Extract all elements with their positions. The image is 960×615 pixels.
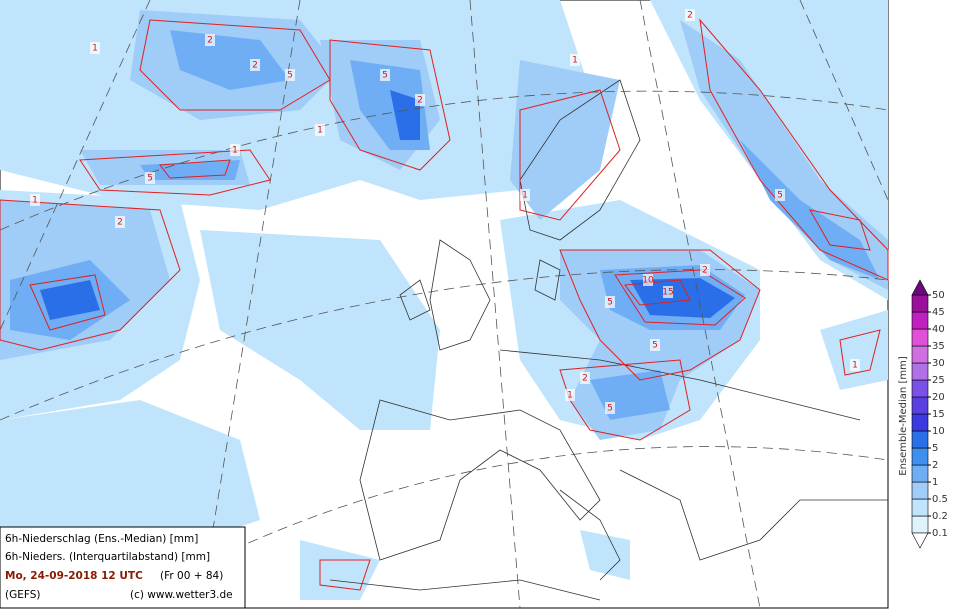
colorbar: Ensemble-Median [mm] 0.10.20.51251015202… [898,279,948,549]
info-line: 6h-Niederschlag (Ens.-Median) [mm] [5,533,198,545]
contour-label: 2 [417,96,423,106]
contour-label: 5 [777,191,783,201]
colorbar-label: 25 [932,375,945,386]
colorbar-over [911,279,929,296]
label-bg [205,34,215,46]
label-bg [850,359,860,371]
colorbar-label: 2 [932,460,938,471]
contour-label: 5 [382,71,388,81]
colorbar-label: 5 [932,443,938,454]
colorbar-label: 0.1 [932,528,948,539]
label-bg [285,69,295,81]
label-bg [30,194,40,206]
colorbar-segment [911,498,929,517]
info-run: (Fr 00 + 84) [160,570,223,582]
label-bg [565,389,575,401]
contour-label: 1 [32,196,38,206]
colorbar-segment [911,413,929,432]
label-bg [580,372,590,384]
contour-label: 2 [252,61,258,71]
colorbar-segment [911,430,929,449]
label-bg [570,54,580,66]
label-bg [643,274,653,286]
colorbar-label: 30 [932,358,945,369]
colorbar-label: 15 [932,409,945,420]
contour-label: 5 [607,298,613,308]
label-bg [520,189,530,201]
colorbar-label: 40 [932,324,945,335]
label-bg [315,124,325,136]
colorbar-label: 45 [932,307,945,318]
contour-label: 2 [207,36,213,46]
label-bg [250,59,260,71]
contour-label: 1 [567,391,573,401]
label-bg [775,189,785,201]
contour-label: 1 [317,126,323,136]
label-bg [415,94,425,106]
label-bg [145,172,155,184]
colorbar-segment [911,379,929,398]
info-model: (GEFS) [5,589,40,601]
contour-label: 1 [522,191,528,201]
label-bg [605,296,615,308]
label-bg [650,339,660,351]
colorbar-label: 50 [932,290,945,301]
colorbar-label: 1 [932,477,938,488]
contour-label: 2 [582,374,588,384]
label-bg [700,264,710,276]
colorbar-segment [911,345,929,364]
label-bg [685,9,695,21]
colorbar-label: 35 [932,341,945,352]
label-bg [380,69,390,81]
coastline [329,79,888,601]
colorbar-label: 10 [932,426,945,437]
precip-intense [40,90,735,320]
contour-label: 5 [147,174,153,184]
colorbar-segment [911,294,929,313]
label-bg [90,42,100,54]
info-date: Mo, 24-09-2018 12 UTC [5,570,143,582]
contour-label: 1 [852,361,858,371]
contour-label: 15 [662,288,673,298]
contour-label: 1 [232,146,238,156]
contour-label: 1 [572,56,578,66]
colorbar-under [911,532,929,549]
contour-label: 5 [607,404,613,414]
info-line: 6h-Nieders. (Interquartilabstand) [mm] [5,551,210,563]
colorbar-segment [911,447,929,466]
contour-label: 2 [687,11,693,21]
info-frame [0,526,246,609]
contour-label: 10 [642,276,654,286]
info-copyright: (c) www.wetter3.de [130,589,233,601]
label-bg [115,216,125,228]
colorbar-label: 0.5 [932,494,948,505]
colorbar-segment [911,362,929,381]
label-bg [605,402,615,414]
colorbar-label: 0.2 [932,511,948,522]
colorbar-segment [911,396,929,415]
colorbar-segment [911,481,929,500]
contour [0,18,889,591]
colorbar-segment [911,464,929,483]
colorbar-segment [911,311,929,330]
label-bg [230,144,240,156]
colorbar-segment [911,328,929,347]
colorbar-segment [911,515,929,534]
contour-label: 5 [652,341,658,351]
contour-label: 1 [92,44,98,54]
contour-label: 2 [117,218,123,228]
label-bg [663,286,673,298]
contour-label: 5 [287,71,293,81]
colorbar-title: Ensemble-Median [mm] [898,356,909,476]
colorbar-label: 20 [932,392,945,403]
info-box: 6h-Niederschlag (Ens.-Median) [mm] 6h-Ni… [0,526,246,609]
contour-label: 2 [702,266,708,276]
